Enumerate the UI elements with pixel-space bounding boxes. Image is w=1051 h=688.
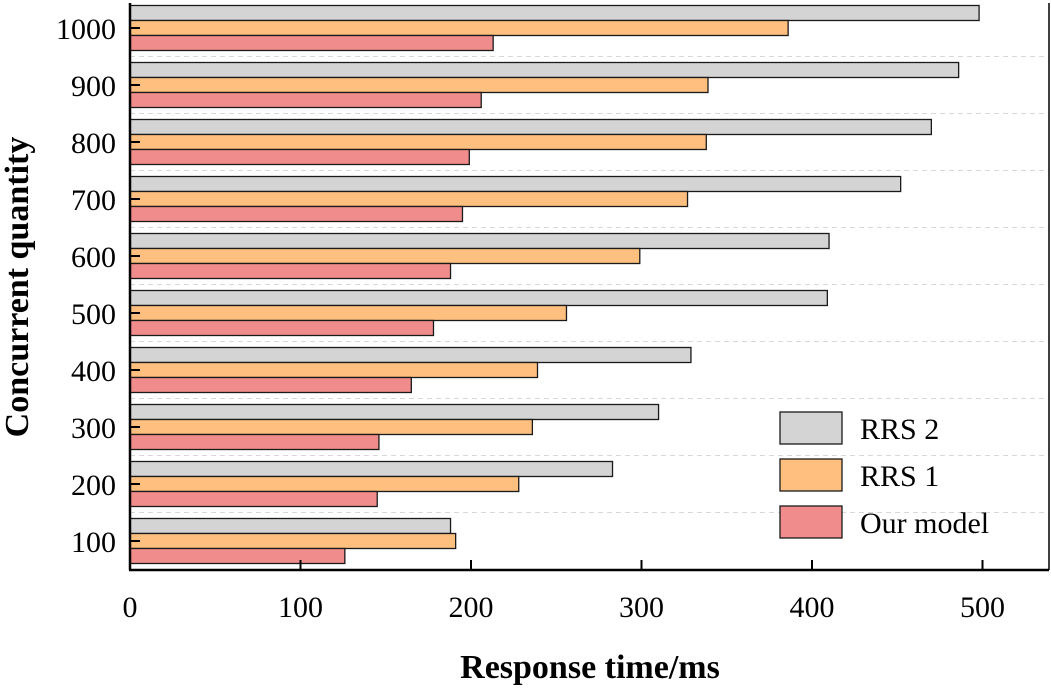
bar-rrs-1-1000	[129, 19, 789, 37]
bar-our-model-400	[129, 376, 412, 394]
x-tick-label: 300	[619, 591, 664, 624]
legend-swatch-2	[779, 505, 843, 539]
bar-rrs-1-100	[129, 532, 457, 550]
y-tick-label: 200	[71, 469, 116, 502]
bar-rrs-1-400	[129, 361, 539, 379]
bar-our-model-600	[129, 262, 452, 280]
y-tick-label: 100	[71, 526, 116, 559]
y-tick-label: 400	[71, 355, 116, 388]
y-tick-label: 500	[71, 298, 116, 331]
y-axis-label: Concurrent quantity	[0, 137, 36, 438]
y-tick-label: 1000	[56, 13, 116, 46]
legend-swatch-0	[779, 411, 843, 445]
x-tick-label: 500	[960, 591, 1005, 624]
x-tick-label: 100	[278, 591, 323, 624]
y-tick-label: 600	[71, 241, 116, 274]
legend-swatch-1	[779, 458, 843, 492]
y-tick-label: 800	[71, 127, 116, 160]
y-tick-label: 900	[71, 70, 116, 103]
bar-rrs-1-700	[129, 190, 689, 208]
y-tick-label: 300	[71, 412, 116, 445]
y-tick-label: 700	[71, 184, 116, 217]
bar-our-model-300	[129, 433, 380, 451]
x-tick-label: 200	[449, 591, 494, 624]
bar-our-model-800	[129, 148, 470, 166]
bar-rrs-1-500	[129, 304, 568, 322]
bar-rrs-2-900	[129, 61, 960, 79]
bar-rrs-2-600	[129, 232, 830, 250]
bar-rrs-2-200	[129, 460, 614, 478]
x-axis-label: Response time/ms	[460, 649, 720, 686]
legend-label: Our model	[860, 507, 989, 540]
bar-our-model-100	[129, 547, 346, 565]
bar-rrs-1-300	[129, 418, 534, 436]
bar-rrs-2-1000	[129, 4, 980, 22]
x-tick-label: 400	[790, 591, 835, 624]
bar-our-model-900	[129, 91, 482, 109]
bar-our-model-1000	[129, 34, 494, 52]
legend-label: RRS 2	[860, 413, 939, 446]
bar-rrs-2-800	[129, 118, 932, 136]
bar-our-model-500	[129, 319, 435, 337]
bar-our-model-700	[129, 205, 464, 223]
bar-rrs-2-400	[129, 346, 692, 364]
bar-rrs-2-700	[129, 175, 902, 193]
legend-label: RRS 1	[860, 460, 939, 493]
bar-rrs-1-900	[129, 76, 709, 94]
bar-rrs-1-600	[129, 247, 641, 265]
x-tick-label: 0	[123, 591, 138, 624]
bar-rrs-1-800	[129, 133, 707, 151]
bar-rrs-1-200	[129, 475, 520, 493]
bar-rrs-2-100	[129, 517, 452, 535]
bar-rrs-2-500	[129, 289, 828, 307]
bar-our-model-200	[129, 490, 378, 508]
bar-rrs-2-300	[129, 403, 660, 421]
